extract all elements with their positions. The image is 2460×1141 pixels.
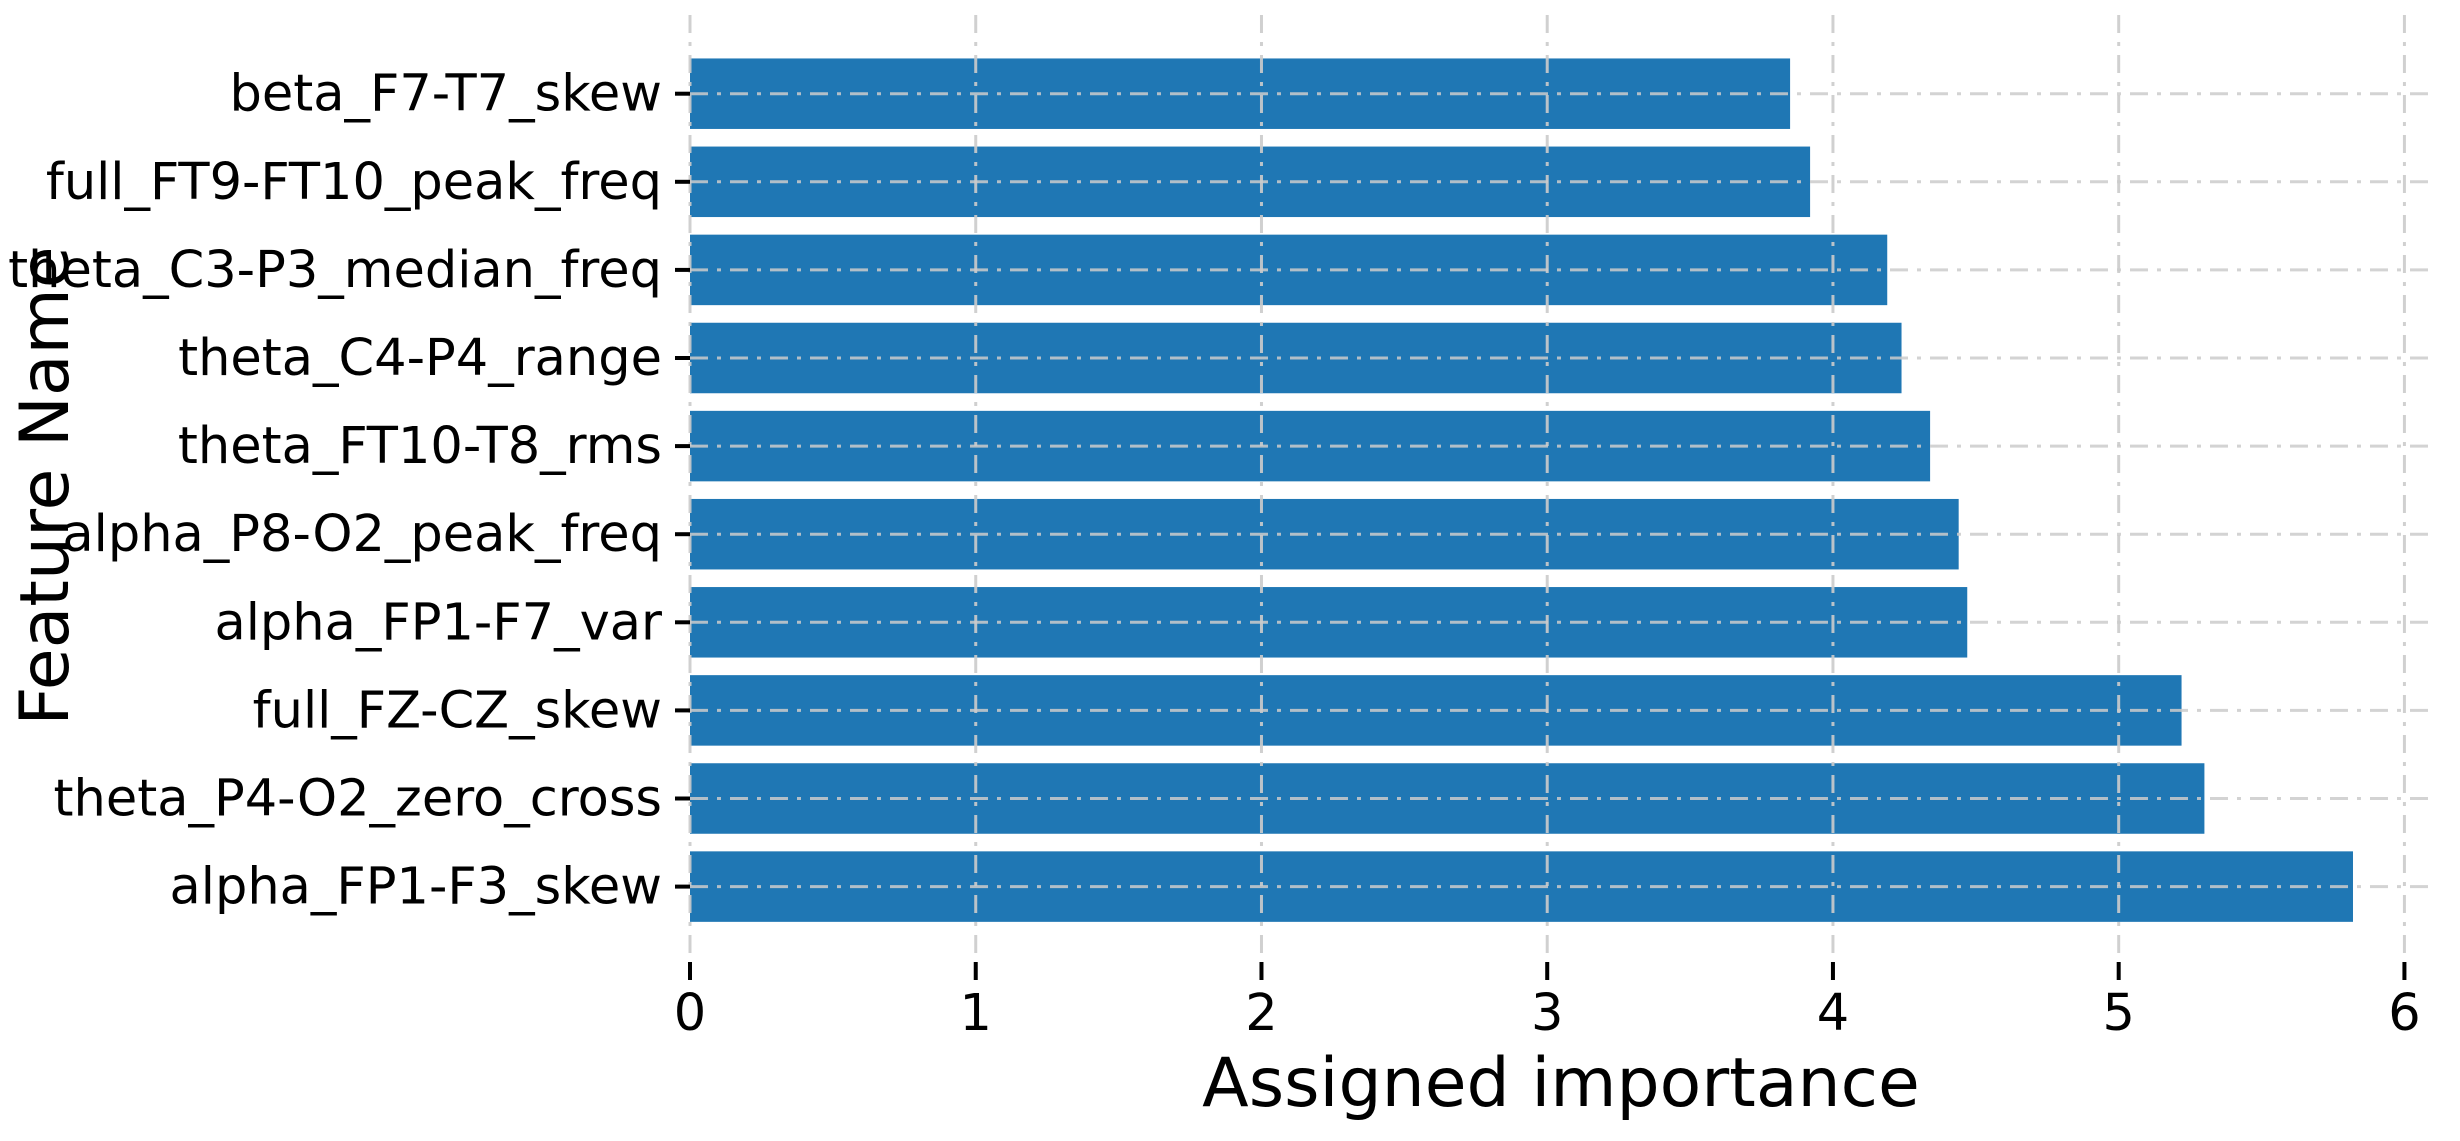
x-tick-label: 4: [1817, 984, 1849, 1043]
x-tick-label: 0: [674, 984, 706, 1043]
bars-group: [690, 58, 2353, 922]
bar: [690, 851, 2353, 922]
y-tick-label: full_FZ-CZ_skew: [253, 681, 662, 740]
tick-marks-group: [675, 91, 2407, 980]
y-tick-label: alpha_FP1-F3_skew: [170, 858, 662, 917]
tick-labels-group: 0 1 2 3 4 5 6 beta_F7-T7_skew full_FT9-FT10_peak…: [8, 65, 2420, 1043]
y-tick-label: alpha_P8-O2_peak_freq: [62, 505, 662, 564]
y-axis-label: Feature Name: [6, 246, 85, 725]
y-tick-label: alpha_FP1-F7_var: [215, 593, 663, 652]
x-axis-label: Assigned importance: [1202, 1044, 1920, 1123]
bar: [690, 234, 1888, 306]
y-tick-label: theta_C4-P4_range: [178, 329, 662, 388]
x-tick-label: 2: [1245, 984, 1277, 1043]
x-tick-label: 3: [1531, 984, 1563, 1043]
x-tick-label: 6: [2388, 984, 2420, 1043]
y-tick-label: theta_FT10-T8_rms: [178, 417, 662, 476]
y-tick-label: theta_P4-O2_zero_cross: [54, 770, 663, 829]
y-tick-label: full_FT9-FT10_peak_freq: [46, 153, 662, 212]
x-tick-label: 5: [2102, 984, 2134, 1043]
gridlines-group: [688, 15, 2433, 960]
x-tick-label: 1: [960, 984, 992, 1043]
y-tick-label: theta_C3-P3_median_freq: [8, 241, 662, 300]
y-tick-label: beta_F7-T7_skew: [230, 65, 662, 124]
